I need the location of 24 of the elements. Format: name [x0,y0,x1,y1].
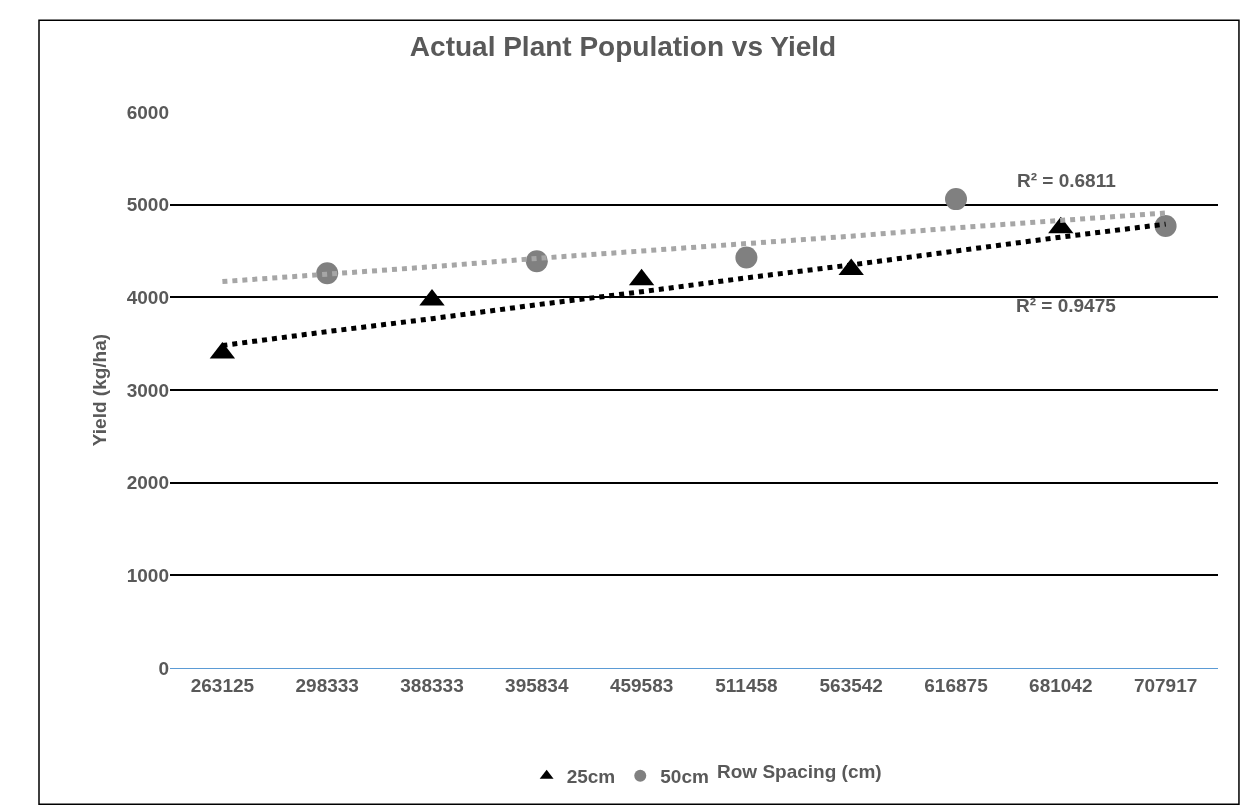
x-tick-label: 459583 [609,674,674,696]
x-tick-label: 395834 [505,674,569,696]
y-tick-label: 6000 [126,101,169,123]
x-tick-label: 298333 [295,674,359,696]
y-tick-label: 0 [158,657,169,679]
y-tick-label: 3000 [126,379,169,401]
x-tick-label: 707917 [1133,674,1198,696]
annotation: R² = 0.9475 [1016,295,1117,316]
chart-title: Actual Plant Population vs Yield [409,30,837,62]
x-tick-label: 563542 [819,674,883,696]
y-tick-label: 4000 [126,286,169,308]
x-tick-label: 616875 [924,674,989,696]
annotation: R² = 0.6811 [1017,170,1117,191]
x-tick-label: 511458 [715,674,778,696]
legend-label: 50cm [660,766,709,788]
y-tick-label: 1000 [126,564,169,586]
y-tick-label: 5000 [126,194,169,216]
x-tick-label: 388333 [400,674,464,696]
y-axis-title: Yield (kg/ha) [88,333,110,447]
legend-title: Row Spacing (cm) [717,761,882,782]
legend-label: 25cm [566,766,616,788]
y-tick-label: 2000 [126,472,169,494]
x-tick-label: 263125 [190,674,255,696]
x-tick-label: 681042 [1029,674,1093,696]
